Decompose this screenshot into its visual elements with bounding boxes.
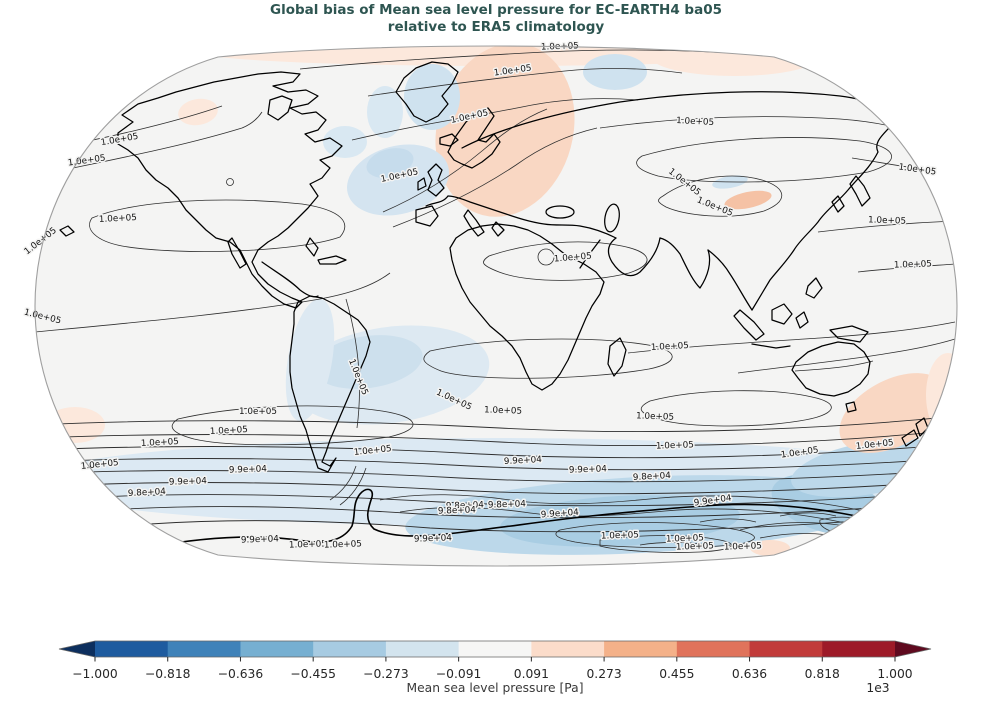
colorbar-segment [385, 641, 460, 657]
contour-label: 1.0e+05 [636, 411, 674, 422]
colorbar-tick-label: 0.091 [514, 667, 549, 681]
contour-label: 1.0e+05 [541, 41, 579, 52]
contour-label: 9.8e+04 [633, 471, 672, 483]
colorbar: −1.000 −0.818 −0.636 −0.455 −0.273 −0.091 0.09… [58, 640, 932, 695]
title-line-1: Global bias of Mean sea level pressure f… [270, 2, 722, 18]
contour-label: 1.0e+05 [553, 251, 592, 264]
contour-label: 1.0e+05 [894, 259, 932, 270]
colorbar-bar [58, 640, 932, 658]
contour-label: 1.0e+05 [724, 541, 762, 552]
contour-label: 9.9e+04 [229, 464, 268, 475]
contour-label: 1.0e+05 [868, 215, 906, 226]
bias-shading-region [323, 126, 367, 158]
bias-shading-region [404, 64, 460, 130]
colorbar-tick-label: −0.091 [436, 667, 482, 681]
colorbar-tick-label: 0.273 [586, 667, 621, 681]
contour-label: 9.8e+04 [438, 505, 477, 516]
colorbar-segment [676, 641, 751, 657]
contour-label: 9.9e+04 [541, 508, 580, 521]
contour-label: 9.9e+04 [414, 533, 453, 544]
contour-lines-layer [35, 49, 957, 553]
contour-label: 9.9e+04 [569, 464, 608, 475]
colorbar-segment [167, 641, 241, 657]
colorbar-tick-label: −0.273 [363, 667, 409, 681]
colorbar-tick-label: 0.636 [732, 667, 767, 681]
colorbar-segment [749, 641, 823, 657]
colorbar-label: Mean sea level pressure [Pa] [407, 681, 584, 695]
colorbar-offset-text: 1e3 [866, 681, 889, 695]
contour-label: 9.9e+04 [241, 534, 280, 545]
contour-label: 1.0e+05 [99, 213, 137, 225]
colorbar-segment [313, 641, 387, 657]
contour-label: 1.0e+05 [666, 533, 704, 544]
colorbar-tick-label: 0.455 [659, 667, 694, 681]
figure-title: Global bias of Mean sea level pressure f… [0, 2, 992, 36]
contour-label: 9.9e+04 [169, 476, 208, 487]
bias-shading-region [839, 373, 947, 453]
bias-shading-region [750, 540, 790, 556]
bias-shading-region [926, 353, 957, 437]
colorbar-segment [95, 641, 169, 657]
bias-shading-region [367, 86, 403, 138]
colorbar-tick-label: −0.818 [145, 667, 191, 681]
colorbar-ticks: −1.000 −0.818 −0.636 −0.455 −0.273 −0.091 0.09… [72, 657, 913, 681]
bias-shading-region [178, 98, 218, 126]
contour-label: 1.0e+05 [484, 405, 522, 416]
contour-label: 1.0e+05 [289, 539, 327, 550]
contour-label: 1.0e+05 [141, 437, 179, 449]
bias-shading-region [583, 54, 647, 90]
contour-label: 1.0e+05 [601, 530, 639, 541]
contour-label: 1.0e+05 [676, 541, 714, 552]
contour-label: 1.0e+05 [210, 425, 248, 437]
contour-label: 9.8e+04 [446, 500, 485, 511]
bias-shading-region [313, 335, 423, 389]
colorbar-tick-label: 1.000 [877, 667, 912, 681]
map-outline [34, 45, 958, 567]
colorbar-segment [604, 641, 678, 657]
colorbar-over-arrow [895, 641, 931, 657]
bias-shading-region [366, 148, 414, 178]
colorbar-segment [531, 641, 605, 657]
colorbar-tick-label: −0.455 [290, 667, 336, 681]
coastlines-layer [59, 61, 931, 548]
bias-shading-region [724, 190, 772, 210]
contour-label: 1.0e+05 [324, 539, 362, 550]
title-line-2: relative to ERA5 climatology [387, 19, 605, 35]
colorbar-segment [822, 641, 896, 657]
colorbar-under-arrow [59, 641, 95, 657]
contour-label: 1.0e+05 [656, 440, 694, 451]
colorbar-tick-label: 0.818 [805, 667, 840, 681]
bias-shading-region [45, 407, 105, 443]
contour-label: 9.9e+04 [504, 455, 543, 467]
colorbar-segment [240, 641, 314, 657]
bias-shading-region [650, 46, 820, 76]
colorbar-tick-label: −0.636 [218, 667, 264, 681]
contour-label: 9.8e+04 [128, 487, 167, 499]
contour-label: 1.0e+05 [651, 341, 689, 353]
map-canvas: 1.0e+051.0e+051.0e+051.0e+051.0e+051.0e+… [21, 40, 958, 567]
contour-label: 1.0e+05 [676, 116, 714, 128]
colorbar-segment [458, 641, 532, 657]
bias-shading-region [285, 298, 335, 422]
contour-label: 1.0e+05 [239, 407, 277, 417]
contour-label: 9.8e+04 [488, 499, 527, 510]
colorbar-tick-label: −1.000 [72, 667, 118, 681]
